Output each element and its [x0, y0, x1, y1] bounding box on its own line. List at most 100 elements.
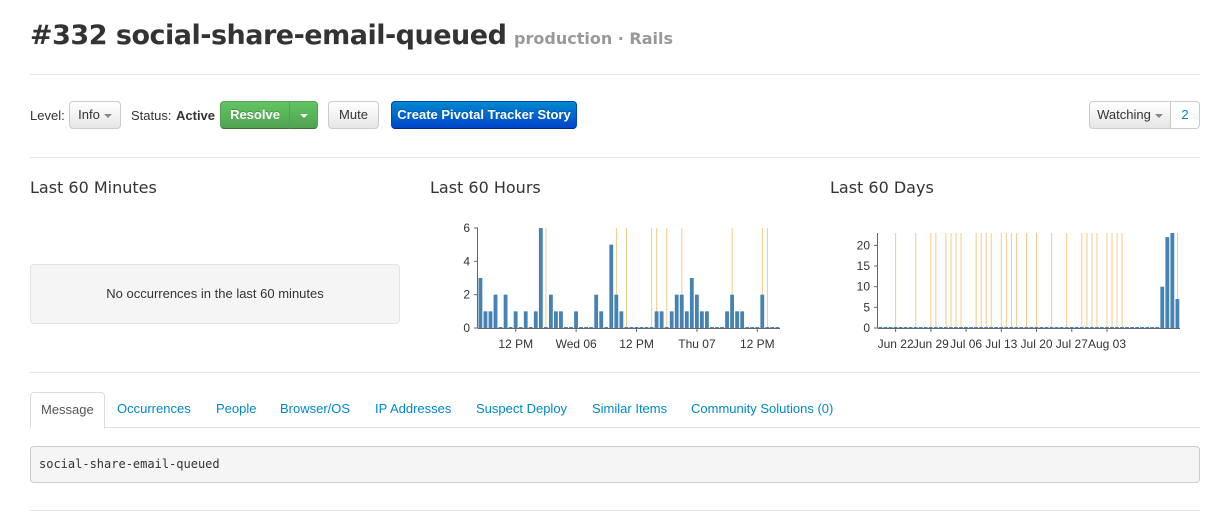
days-bar	[979, 327, 983, 328]
hours-bar	[478, 278, 483, 328]
days-bar	[1064, 327, 1069, 328]
hours-bar	[679, 294, 684, 328]
hours-bar	[725, 311, 729, 328]
days-bar	[1094, 327, 1099, 328]
hours-bar	[674, 294, 679, 328]
days-bar	[938, 327, 943, 328]
days-bar	[1069, 327, 1074, 328]
watching-label: Watching	[1097, 107, 1151, 122]
days-bar	[1120, 327, 1124, 328]
days-bar	[878, 327, 883, 328]
resolve-button[interactable]: Resolve	[220, 101, 290, 129]
days-y-tick-label: 10	[857, 280, 871, 294]
days-bar	[974, 327, 978, 328]
days-bar	[933, 327, 938, 328]
days-x-tick-label: Jul 06	[950, 337, 982, 351]
detail-tabs: Message Occurrences People Browser/OS IP…	[30, 392, 1200, 429]
page-subtitle: production · Rails	[514, 29, 674, 48]
no-occurrences-notice: No occurrences in the last 60 minutes	[30, 264, 400, 324]
hours-bar	[770, 327, 775, 328]
days-bar	[964, 327, 968, 328]
days-bar	[898, 327, 903, 328]
hours-bar	[579, 327, 583, 328]
days-bar	[1074, 327, 1079, 328]
hours-bar	[589, 327, 594, 328]
hours-bar	[493, 294, 498, 328]
tab-people[interactable]: People	[216, 401, 257, 416]
days-y-tick-label: 0	[863, 321, 870, 335]
level-value: Info	[78, 107, 100, 122]
resolve-options-button[interactable]	[289, 101, 318, 129]
hours-bar	[569, 327, 573, 328]
tab-similar-items[interactable]: Similar Items	[592, 401, 668, 416]
tab-community-solutions[interactable]: Community Solutions (0)	[691, 401, 834, 416]
days-bar	[1019, 327, 1024, 328]
days-bar	[1150, 327, 1155, 328]
tab-suspect-deploy[interactable]: Suspect Deploy	[476, 401, 568, 416]
mute-button[interactable]: Mute	[328, 101, 379, 129]
days-bar	[1135, 327, 1140, 328]
hours-bar	[669, 311, 674, 328]
days-bar	[1130, 327, 1134, 328]
days-bar	[923, 327, 928, 328]
section-title-hours: Last 60 Hours	[430, 178, 541, 197]
hours-bar	[715, 327, 719, 328]
message-content: social-share-email-queued	[30, 446, 1200, 483]
days-bar	[1029, 327, 1034, 328]
divider	[30, 372, 1200, 373]
days-x-tick-label: Jun 22	[878, 337, 914, 351]
days-bar	[1024, 327, 1029, 328]
tab-message[interactable]: Message	[30, 392, 105, 429]
create-pivotal-story-button[interactable]: Create Pivotal Tracker Story	[391, 101, 577, 129]
days-bar	[1125, 327, 1129, 328]
days-bar	[1145, 327, 1150, 328]
hours-x-tick-label: Thu 07	[678, 337, 716, 351]
days-bar	[969, 327, 973, 328]
watching-dropdown[interactable]: Watching	[1089, 101, 1171, 129]
tab-browser-os[interactable]: Browser/OS	[280, 401, 351, 416]
days-bar	[1059, 327, 1064, 328]
hours-bar	[689, 278, 694, 328]
days-bar	[954, 327, 958, 328]
tab-ip-addresses[interactable]: IP Addresses	[375, 401, 452, 416]
item-controls: Level: Info Status: Active Resolve Mute …	[30, 101, 1200, 131]
days-bar	[1079, 327, 1084, 328]
chevron-down-icon	[103, 113, 112, 118]
hours-bar	[639, 327, 644, 328]
days-bar	[928, 327, 933, 328]
hours-bar	[694, 294, 699, 328]
status-label: Status:	[131, 108, 172, 123]
days-bar	[994, 327, 999, 328]
days-bar	[1014, 327, 1019, 328]
days-x-tick-label: Jun 29	[913, 337, 949, 351]
hours-y-tick-label: 2	[463, 288, 470, 302]
hours-bar	[604, 327, 609, 328]
hours-bar	[659, 311, 664, 328]
hours-bar	[760, 294, 765, 328]
days-bar	[943, 327, 948, 328]
hours-bar	[765, 327, 770, 328]
days-bar	[948, 327, 953, 328]
days-bar	[908, 327, 913, 328]
hours-bar	[498, 327, 503, 328]
days-bar	[1044, 327, 1049, 328]
hours-bar	[614, 294, 619, 328]
hours-bar	[564, 327, 568, 328]
days-bar	[1039, 327, 1044, 328]
days-bar	[903, 327, 908, 328]
hours-bar	[483, 311, 488, 328]
hours-bar	[624, 327, 629, 328]
hours-y-tick-label: 6	[463, 221, 470, 235]
days-bar	[1160, 286, 1165, 328]
hours-y-tick-label: 0	[463, 321, 470, 335]
level-dropdown[interactable]: Info	[69, 101, 121, 129]
watcher-count[interactable]: 2	[1171, 101, 1200, 129]
hours-bar	[508, 327, 513, 328]
tab-occurrences[interactable]: Occurrences	[117, 401, 191, 416]
hours-bar	[750, 327, 755, 328]
days-bar	[918, 327, 923, 328]
days-bar	[1099, 327, 1104, 328]
days-bar	[1165, 237, 1170, 328]
hours-bar	[634, 327, 639, 328]
days-bar	[959, 327, 963, 328]
